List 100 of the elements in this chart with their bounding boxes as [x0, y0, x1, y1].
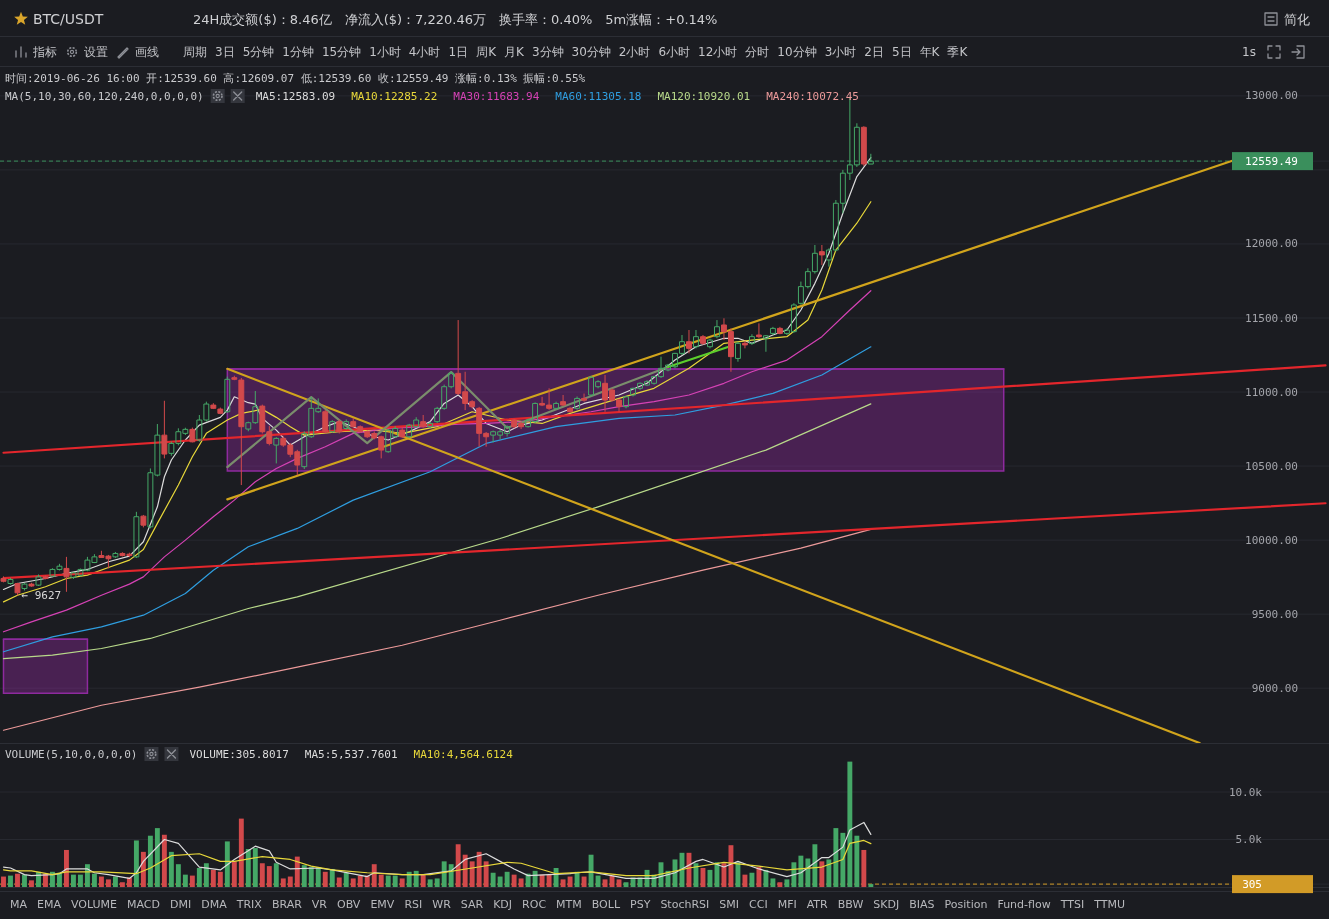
bar — [399, 878, 405, 887]
candlestick — [776, 326, 783, 335]
text: 3分钟 — [531, 45, 564, 59]
bar — [196, 868, 202, 887]
candlestick — [735, 341, 741, 363]
text: SKDJ — [873, 897, 900, 911]
bar — [469, 861, 475, 887]
text: 1分钟 — [282, 45, 314, 59]
text: MACD — [127, 897, 161, 911]
bar — [539, 874, 545, 887]
text: 30分钟 — [571, 45, 611, 59]
bar — [50, 871, 55, 887]
line-series — [2, 346, 872, 653]
bar — [777, 882, 783, 887]
bar — [22, 874, 27, 887]
chart-title: 时间:2019-06-26 16:00 开:12539.60 高:12609.07 低:12539.60 收:12559.49 涨幅:0.13% 振幅:0.55% — [5, 71, 586, 85]
text: 画线 — [135, 45, 159, 59]
candlestick — [867, 153, 874, 165]
y-tick-label: 5.0k — [1235, 833, 1263, 847]
bar — [140, 851, 146, 887]
bar — [57, 872, 62, 887]
text: VR — [311, 897, 328, 911]
line-series — [2, 821, 872, 880]
bar — [203, 863, 209, 887]
text: BBW — [837, 897, 864, 911]
text: 年K — [919, 45, 941, 59]
text: KDJ — [493, 897, 513, 911]
bar — [357, 875, 363, 887]
bar — [497, 876, 503, 887]
text: BTC/USDT — [33, 11, 104, 27]
text: 3小时 — [824, 45, 857, 59]
bar — [833, 828, 839, 887]
bar — [98, 876, 104, 887]
bar — [560, 879, 566, 887]
candlestick — [63, 556, 70, 593]
text: VOLUME — [70, 897, 118, 911]
bar — [441, 861, 447, 887]
bar — [371, 864, 377, 887]
bar — [490, 872, 496, 887]
text: MA120:10920.01 — [657, 89, 751, 103]
bar — [266, 866, 272, 887]
bar — [861, 849, 867, 887]
y-tick-label: 9500.00 — [1251, 607, 1298, 621]
bar — [154, 828, 160, 887]
bar — [105, 879, 111, 887]
text: 1小时 — [369, 45, 401, 59]
text: TRIX — [235, 897, 263, 911]
bar — [231, 861, 237, 887]
text: TTMU — [1093, 897, 1125, 911]
text: 1s — [1242, 45, 1256, 59]
text: RSI — [404, 897, 423, 911]
text: 周期 — [183, 45, 207, 59]
text: MA5:12583.09 — [255, 89, 336, 103]
bar — [805, 858, 811, 887]
y-tick-label: 9000.00 — [1251, 681, 1298, 695]
bar — [322, 871, 328, 887]
text: MA5:5,537.7601 — [304, 747, 398, 761]
candlestick — [686, 329, 692, 354]
bar — [406, 871, 412, 887]
text: 2小时 — [618, 45, 651, 59]
candlestick — [700, 334, 706, 346]
y-tick-label: 11500.00 — [1245, 311, 1298, 325]
bar — [868, 884, 874, 887]
bar — [238, 818, 244, 887]
text: MA(5,10,30,60,120,240,0,0,0,0) — [5, 89, 204, 103]
bar — [64, 849, 69, 887]
text: TTSI — [1059, 897, 1085, 911]
y-tick-label: 10000.00 — [1245, 533, 1298, 547]
candlestick — [21, 582, 28, 591]
candlestick — [42, 575, 49, 580]
bar — [245, 849, 251, 887]
bar — [224, 841, 230, 887]
bar — [119, 882, 125, 887]
text: SAR — [460, 897, 484, 911]
y-tick-label: 12000.00 — [1245, 237, 1298, 251]
annotation: VOLUME:305.8017 — [189, 747, 289, 761]
candlestick — [161, 400, 168, 459]
bar — [434, 878, 440, 887]
text: EMV — [370, 897, 395, 911]
bar — [112, 876, 118, 887]
text: ROC — [522, 897, 547, 911]
text: SMI — [719, 897, 740, 911]
text: Fund-flow — [997, 897, 1051, 911]
text: 6小时 — [658, 45, 691, 59]
bar — [784, 879, 790, 887]
text: 净流入($)：7,220.46万 — [344, 11, 486, 27]
bar — [294, 856, 300, 887]
bar — [854, 835, 860, 887]
candlestick — [336, 418, 343, 435]
text: 分时 — [745, 45, 770, 59]
candlestick — [860, 125, 867, 167]
bar — [455, 844, 461, 887]
bar — [217, 871, 223, 887]
candlestick — [427, 421, 434, 429]
candlestick — [189, 427, 196, 443]
candlestick — [581, 393, 588, 403]
candlestick — [741, 340, 748, 349]
candlestick — [273, 436, 280, 464]
bar — [427, 879, 433, 887]
bar — [819, 861, 825, 887]
